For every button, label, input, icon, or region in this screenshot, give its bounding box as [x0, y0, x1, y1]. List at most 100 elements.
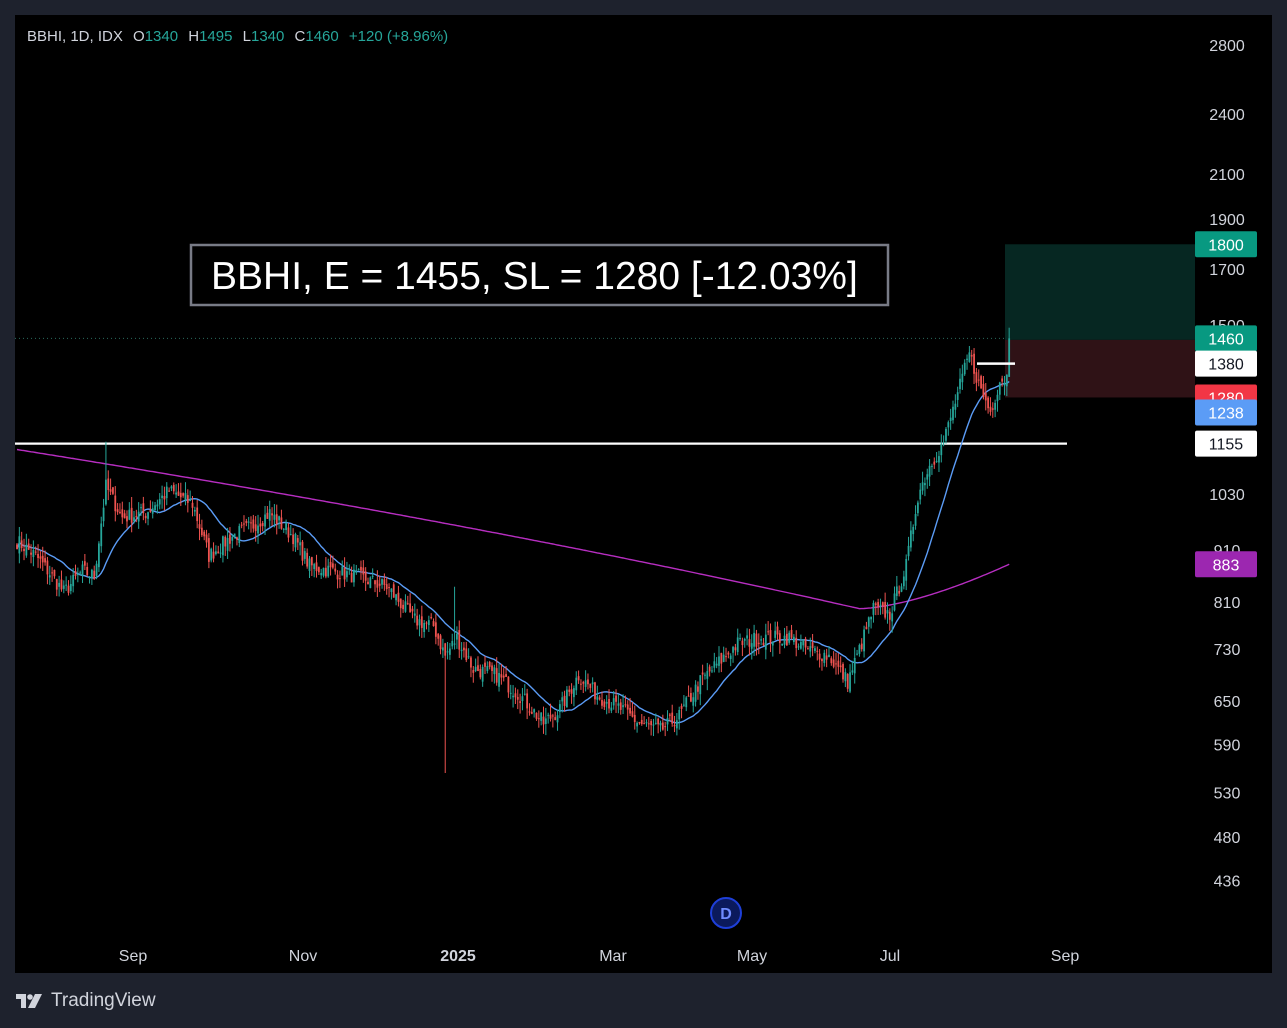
candle — [399, 598, 402, 618]
candle — [900, 583, 903, 593]
candle — [816, 646, 819, 661]
candle — [991, 402, 994, 418]
candle-body — [755, 633, 758, 647]
candle — [917, 500, 919, 517]
candle — [928, 459, 931, 487]
candle-body — [554, 717, 557, 720]
candle — [402, 599, 404, 613]
price-label-last: 1460 — [1195, 325, 1257, 352]
candle — [994, 399, 997, 418]
candle-body — [537, 718, 540, 720]
candle-body — [1001, 378, 1004, 382]
candle — [388, 583, 390, 598]
candle-body — [580, 683, 582, 685]
candle-body — [65, 584, 68, 586]
candle — [729, 653, 732, 667]
candle-body — [542, 716, 545, 725]
chart-frame[interactable]: BBHI, E = 1455, SL = 1280 [-12.03%] 2800 2… — [15, 15, 1272, 973]
candle-body — [743, 639, 746, 641]
candle-body — [86, 567, 89, 576]
low-label: L — [242, 28, 251, 45]
candle — [692, 692, 695, 713]
candle-body — [739, 638, 741, 640]
candle — [636, 721, 638, 733]
candle-body — [865, 626, 868, 630]
candle — [809, 637, 812, 658]
candle — [324, 557, 327, 579]
candle-body — [299, 542, 302, 546]
candle-body — [991, 408, 994, 410]
candle-body — [924, 483, 926, 486]
candle — [769, 623, 772, 653]
candle — [477, 656, 479, 672]
price-label-text: 1460 — [1208, 331, 1244, 348]
candle-body — [626, 704, 629, 710]
candle — [844, 668, 847, 688]
candle — [589, 683, 592, 693]
candle-body — [783, 635, 786, 645]
candle — [411, 606, 414, 619]
candle — [544, 707, 547, 736]
candle — [926, 468, 929, 489]
candle — [100, 516, 103, 553]
stop-zone — [1005, 339, 1195, 398]
candle-body — [645, 722, 648, 724]
y-tick-label: 810 — [1214, 595, 1241, 612]
candle-body — [708, 666, 711, 672]
candle-body — [907, 545, 910, 557]
candle — [470, 655, 472, 678]
candle — [959, 368, 961, 394]
candle — [79, 570, 82, 576]
candle-body — [137, 511, 140, 522]
candle-body — [701, 672, 704, 675]
price-label-bg — [1195, 231, 1257, 258]
candle — [549, 703, 552, 722]
price-chart[interactable]: BBHI, E = 1455, SL = 1280 [-12.03%] 2800 2… — [15, 15, 1272, 973]
candle-body — [680, 705, 683, 709]
candle — [587, 673, 589, 690]
candle-body — [996, 394, 999, 402]
candle-body — [704, 674, 706, 676]
candle-body — [182, 493, 185, 496]
candle-body — [397, 592, 400, 602]
candle-body — [912, 526, 915, 535]
candle — [341, 560, 344, 576]
candle — [601, 691, 603, 709]
candle-body — [818, 653, 821, 660]
candle-body — [746, 635, 748, 639]
candle — [264, 505, 266, 536]
candle — [123, 509, 126, 519]
candle — [982, 375, 985, 400]
candle-body — [395, 594, 397, 601]
candle — [743, 637, 746, 648]
candle — [624, 695, 627, 708]
candle-body — [577, 676, 580, 681]
candle-body — [135, 516, 138, 518]
candle — [675, 713, 678, 736]
candle — [313, 562, 316, 578]
candle — [231, 533, 234, 549]
candle — [837, 653, 840, 675]
candle-body — [514, 693, 517, 698]
candle-body — [631, 711, 634, 717]
candle — [912, 524, 915, 542]
price-label-bg — [1195, 430, 1257, 457]
candle-body — [404, 601, 407, 612]
candle-body — [324, 567, 327, 577]
candle — [849, 664, 851, 694]
candle-body — [381, 579, 383, 585]
candle-body — [98, 543, 100, 568]
candle-body — [881, 602, 884, 607]
candle — [303, 547, 306, 564]
candle — [275, 504, 278, 535]
candle-body — [374, 580, 376, 585]
candle — [1008, 327, 1011, 377]
candle-body — [753, 632, 755, 647]
candle — [378, 575, 381, 593]
candle — [835, 652, 837, 675]
candle — [193, 506, 196, 517]
candle-body — [556, 715, 559, 723]
candle-body — [898, 590, 901, 594]
candle — [418, 614, 421, 637]
candle — [718, 646, 720, 673]
